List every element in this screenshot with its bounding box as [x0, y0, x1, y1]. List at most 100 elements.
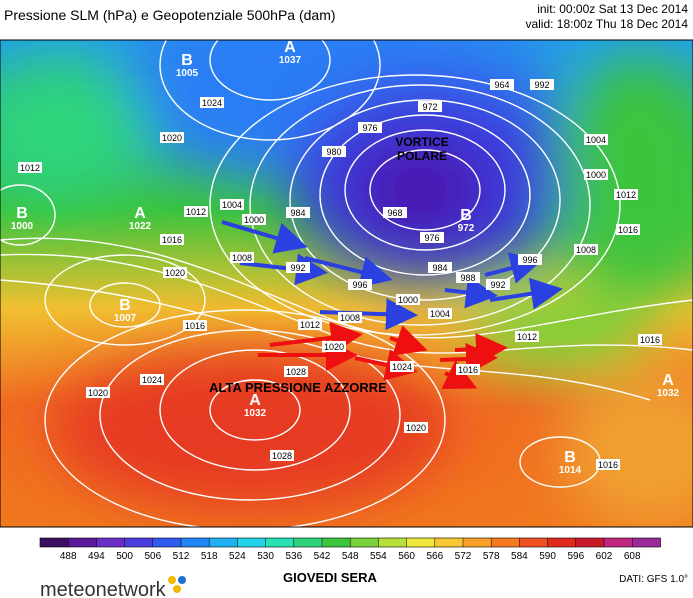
colorbar-segment — [463, 538, 492, 547]
colorbar-segment — [40, 538, 69, 547]
isobar-label-bg — [638, 334, 662, 345]
colorbar-segment — [519, 538, 548, 547]
isobar-label: 1016 — [618, 225, 638, 235]
colorbar-tick-label: 608 — [624, 551, 641, 562]
isobar-label-bg — [286, 262, 310, 273]
colorbar-tick-label: 542 — [314, 551, 331, 562]
isobar-label-bg — [390, 361, 414, 372]
colorbar-tick-label: 518 — [201, 551, 218, 562]
isobar-label: 1016 — [598, 460, 618, 470]
colorbar-tick-label: 560 — [398, 551, 415, 562]
isobar-label: 1004 — [222, 200, 242, 210]
colorbar-tick-label: 530 — [257, 551, 274, 562]
colorbar-tick-label: 566 — [426, 551, 443, 562]
colorbar-tick-label: 536 — [285, 551, 302, 562]
colorbar-segment — [293, 538, 323, 547]
logo-dot — [173, 585, 181, 593]
center-value: 1014 — [559, 465, 582, 476]
isobar-label-bg — [358, 122, 382, 133]
colorbar-segment — [181, 538, 210, 547]
caption: GIOVEDI SERA — [283, 570, 378, 585]
isobar-label-bg — [160, 234, 184, 245]
isobar-label-bg — [230, 252, 254, 263]
isobar-label-bg — [428, 262, 452, 273]
isobar-label-bg — [574, 244, 598, 255]
center-letter: B — [181, 52, 193, 69]
colorbar-tick-label: 494 — [88, 551, 105, 562]
isobar-label: 976 — [424, 233, 439, 243]
isobar-label-bg — [322, 146, 346, 157]
colorbar-tick-label: 578 — [483, 551, 500, 562]
isobar-label-bg — [298, 319, 322, 330]
isobar-label-bg — [404, 422, 428, 433]
isobar-label: 1008 — [576, 245, 596, 255]
isobar-label: 996 — [352, 280, 367, 290]
isobar-label: 984 — [290, 208, 305, 218]
center-value: 1032 — [244, 408, 267, 419]
isobar-label: 984 — [432, 263, 447, 273]
center-value: 1032 — [657, 388, 680, 399]
isobar-label: 992 — [490, 280, 505, 290]
colorbar-segment — [434, 538, 464, 547]
colorbar-tick-label: 590 — [539, 551, 556, 562]
isobar-label: 1024 — [392, 362, 412, 372]
colorbar-segment — [350, 538, 379, 547]
isobar-label: 1016 — [162, 235, 182, 245]
center-letter: A — [284, 39, 296, 56]
colorbar-tick-label: 524 — [229, 551, 246, 562]
isobar-label-bg — [242, 214, 266, 225]
isobar-label: 1008 — [232, 253, 252, 263]
isobar-label-bg — [456, 364, 480, 375]
center-letter: A — [134, 205, 146, 222]
center-letter: A — [249, 392, 261, 409]
colorbar-segment — [124, 538, 154, 547]
isobar-label-bg — [616, 224, 640, 235]
isobar-label: 1004 — [430, 309, 450, 319]
colorbar-segment — [322, 538, 351, 547]
colorbar-segment — [406, 538, 436, 547]
center-letter: B — [119, 297, 131, 314]
isobar-label: 1016 — [640, 335, 660, 345]
isobar-label-bg — [486, 279, 510, 290]
annotation: VORTICE — [395, 135, 448, 149]
isobar-label: 1028 — [272, 451, 292, 461]
map-frame — [0, 39, 693, 528]
isobar-label: 988 — [460, 273, 475, 283]
colorbar-tick-label: 512 — [173, 551, 190, 562]
isobar-label: 1012 — [616, 190, 636, 200]
isobar-label: 980 — [326, 147, 341, 157]
logo-dot — [168, 576, 176, 584]
isobar-label: 1004 — [586, 135, 606, 145]
colorbar-tick-label: 572 — [455, 551, 472, 562]
isobar-label-bg — [86, 387, 110, 398]
isobar-label-bg — [18, 162, 42, 173]
center-value: 972 — [458, 223, 475, 234]
center-value: 1007 — [114, 313, 137, 324]
isobar-label: 1016 — [458, 365, 478, 375]
center-value: 1037 — [279, 55, 302, 66]
isobar-label-bg — [418, 101, 442, 112]
colorbar-segment — [491, 538, 520, 547]
colorbar-segment — [237, 538, 266, 547]
colorbar-segment — [632, 538, 661, 547]
colorbar-segment — [575, 538, 605, 547]
colorbar-tick-label: 602 — [596, 551, 613, 562]
logo: meteonetwork — [40, 579, 167, 598]
isobar-label: 992 — [290, 263, 305, 273]
isobar-label-bg — [456, 272, 480, 283]
logo-dot — [178, 576, 186, 584]
isobar-label-bg — [322, 341, 346, 352]
isobar-label: 1012 — [517, 332, 537, 342]
isobar-label-bg — [338, 312, 362, 323]
colorbar: 488 494 500 506 512 518 524 530 536 542 548 554 560 5… — [39, 537, 661, 562]
center-value: 1005 — [176, 68, 199, 79]
isobar-label-bg — [286, 207, 310, 218]
isobar-label-bg — [518, 254, 542, 265]
colorbar-segment — [68, 538, 97, 547]
colorbar-tick-label: 548 — [342, 551, 359, 562]
isobar-label: 1012 — [300, 320, 320, 330]
isobar-label: 1000 — [244, 215, 264, 225]
isobar-label: 1016 — [185, 321, 205, 331]
